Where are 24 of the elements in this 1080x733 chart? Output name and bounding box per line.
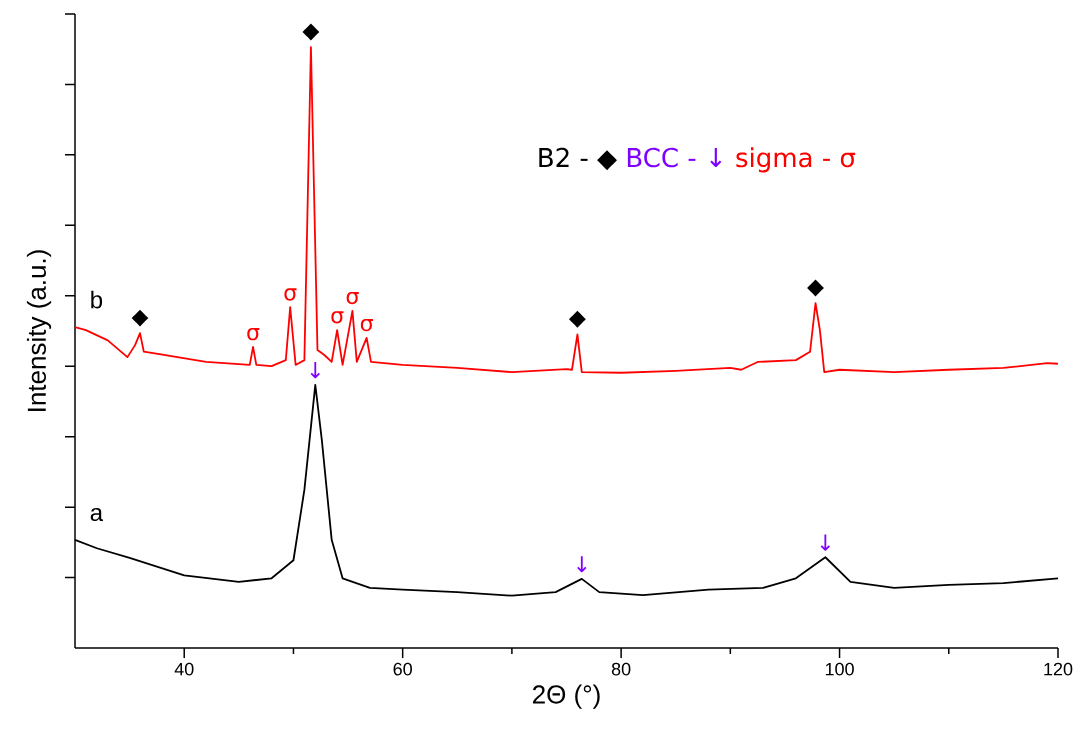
x-tick-label: 100 (825, 662, 854, 676)
annotation: b (91, 290, 103, 309)
y-axis-title: Intensity (a.u.) (26, 250, 52, 411)
annotation: ◆ (131, 309, 149, 327)
annotation: σ (247, 327, 260, 341)
x-axis-title: 2Θ (°) (533, 684, 600, 709)
x-tick-label: 40 (174, 662, 194, 676)
annotation: sigma - σ (736, 147, 856, 173)
annotation: ↓ (310, 362, 320, 379)
annotation: BCC - ↓ (627, 147, 722, 168)
annotation: ◆ (807, 279, 824, 297)
annotation: ◆ (569, 310, 586, 328)
annotation: σ (346, 291, 359, 305)
annotation: B2 - ◆ (539, 147, 617, 171)
annotation: ◆ (302, 23, 320, 41)
annotation: a (90, 507, 104, 522)
annotation: ↓ (577, 556, 587, 573)
annotation: σ (331, 311, 344, 324)
annotation: σ (360, 318, 373, 332)
annotation: σ (284, 288, 297, 301)
x-tick-label: 120 (1044, 662, 1073, 676)
x-tick-label: 80 (611, 662, 631, 676)
x-tick-label: 60 (393, 662, 412, 676)
annotation: ↓ (820, 534, 831, 551)
